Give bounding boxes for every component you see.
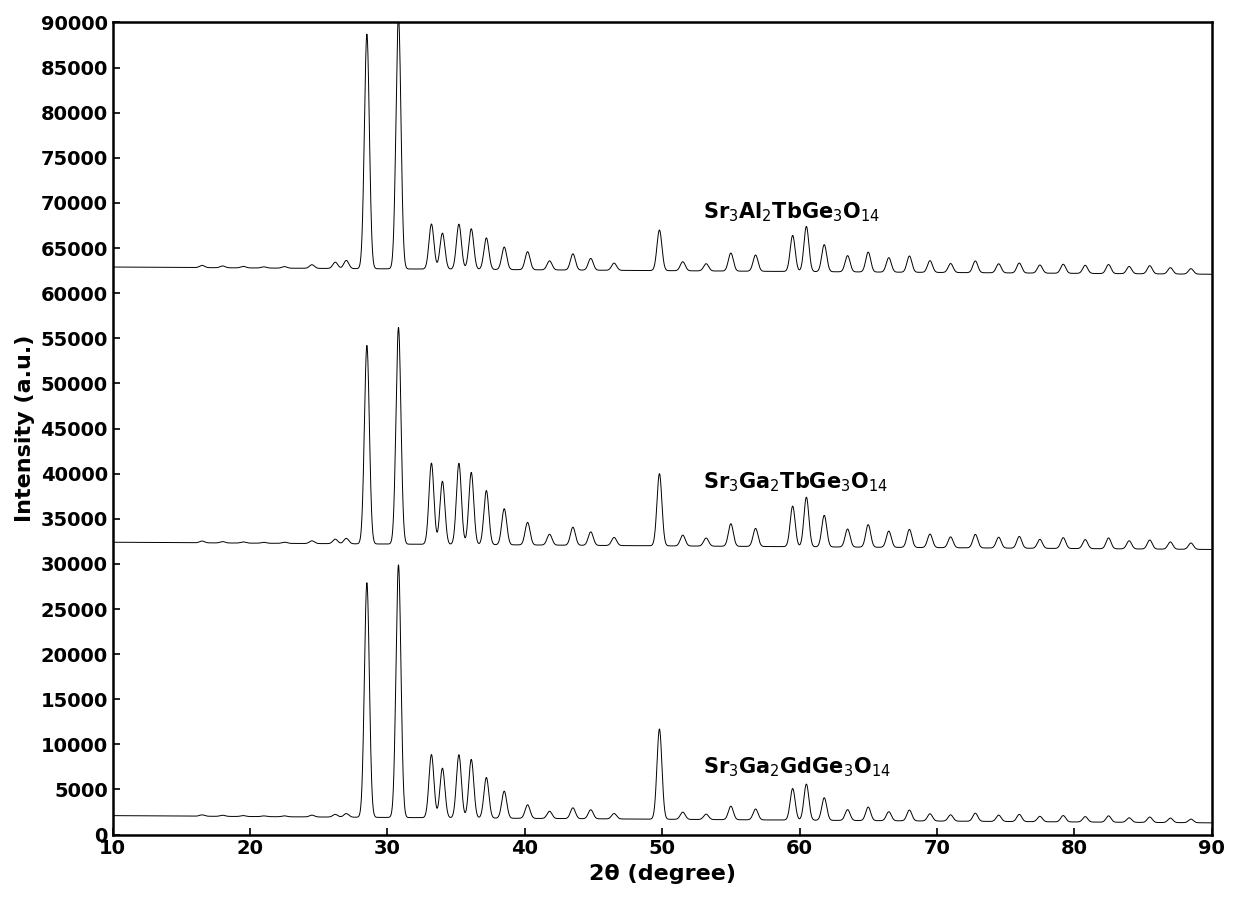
Text: Sr$_{3}$Ga$_{2}$GdGe$_{3}$O$_{14}$: Sr$_{3}$Ga$_{2}$GdGe$_{3}$O$_{14}$ <box>703 755 892 779</box>
Y-axis label: Intensity (a.u.): Intensity (a.u.) <box>15 334 35 522</box>
Text: Sr$_{3}$Al$_{2}$TbGe$_{3}$O$_{14}$: Sr$_{3}$Al$_{2}$TbGe$_{3}$O$_{14}$ <box>703 200 880 224</box>
Text: Sr$_{3}$Ga$_{2}$TbGe$_{3}$O$_{14}$: Sr$_{3}$Ga$_{2}$TbGe$_{3}$O$_{14}$ <box>703 471 888 494</box>
X-axis label: 2θ (degree): 2θ (degree) <box>589 864 735 884</box>
